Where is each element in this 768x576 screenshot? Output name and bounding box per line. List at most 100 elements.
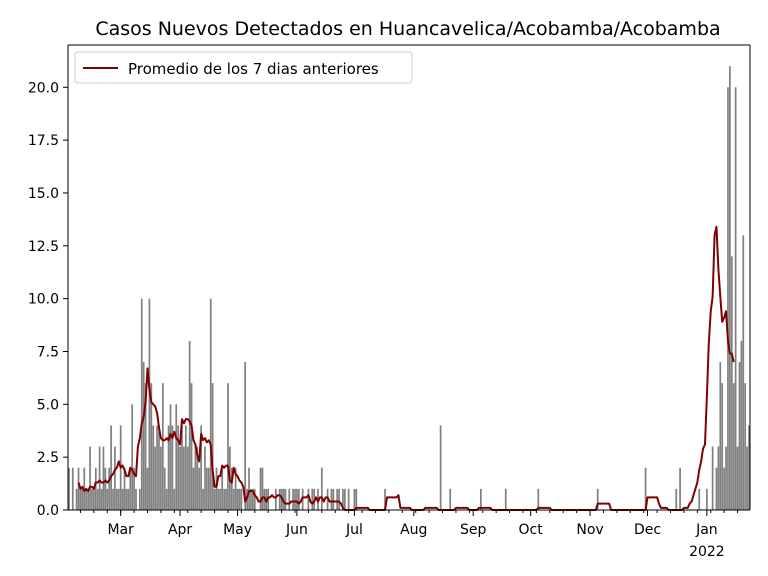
bar (140, 298, 143, 510)
x-tick-label: Jan (695, 522, 718, 538)
bar (93, 488, 95, 510)
legend: Promedio de los 7 dias anteriores (74, 51, 413, 84)
y-tick-label: 10.0 (28, 292, 59, 308)
bar (79, 488, 82, 510)
bar (320, 467, 323, 510)
bar (142, 362, 145, 510)
bar (100, 488, 103, 510)
x-tick-label: Jul (345, 522, 363, 538)
bar (148, 298, 151, 510)
x-tick-label: Mar (107, 522, 134, 538)
bar (156, 425, 158, 510)
bar (294, 488, 296, 510)
moving-average-line (77, 225, 735, 511)
bar (738, 362, 741, 510)
bar (75, 488, 78, 510)
bar (129, 467, 132, 510)
y-tick-label: 7.5 (37, 344, 59, 360)
bar (278, 488, 281, 510)
bar (723, 467, 725, 510)
bar (190, 383, 193, 510)
bar (223, 488, 225, 510)
bar (384, 488, 386, 510)
axes: 0.0 2.5 5.0 7.5 10.0 12.5 15.0 17.5 20.0 Mar Apr Ma… (28, 44, 751, 560)
bar (165, 488, 168, 510)
bar (167, 425, 170, 510)
bar (169, 404, 172, 510)
bar (117, 488, 120, 510)
bar (96, 488, 99, 510)
bar (307, 488, 310, 510)
bar (81, 488, 84, 510)
bar (284, 488, 287, 510)
bar (336, 488, 339, 510)
bar (133, 467, 135, 510)
bar (644, 467, 647, 510)
bar (188, 340, 191, 510)
bar (192, 467, 195, 510)
bar (261, 467, 264, 510)
bar (152, 425, 155, 510)
bar (288, 488, 291, 510)
bar (296, 488, 298, 510)
bar (715, 467, 718, 510)
bar (68, 467, 70, 510)
bar (721, 383, 724, 510)
chart-title: Casos Nuevos Detectados en Huancavelica/… (95, 18, 720, 40)
bar (131, 404, 134, 510)
bar (332, 488, 335, 510)
bar (211, 383, 214, 510)
bar (206, 467, 208, 510)
bar (163, 467, 166, 510)
x-tick-label: Nov (576, 522, 603, 538)
bar (225, 488, 227, 510)
bar (748, 425, 750, 510)
bar (679, 467, 681, 510)
bar (504, 488, 507, 510)
bar (479, 488, 482, 510)
bar (112, 488, 114, 510)
bar (729, 66, 731, 510)
bar (110, 425, 112, 510)
bar (698, 488, 701, 510)
bar (171, 425, 174, 510)
y-tick-label: 17.5 (28, 133, 59, 149)
x-tick-label: Sep (460, 522, 487, 538)
bar (123, 467, 126, 510)
bar (353, 488, 356, 510)
line-layer (77, 225, 735, 511)
bar (238, 488, 241, 510)
bar (343, 488, 346, 510)
bar (102, 446, 105, 510)
bar (449, 488, 452, 510)
bar (227, 383, 229, 510)
bar (725, 446, 727, 510)
bar (746, 446, 748, 510)
bar (240, 488, 243, 510)
y-tick-label: 15.0 (28, 186, 59, 202)
bar (91, 488, 93, 510)
x-tick-label: May (223, 522, 252, 538)
bar (196, 446, 199, 510)
bar (330, 488, 333, 510)
bar (202, 488, 204, 510)
y-tick-label: 12.5 (28, 239, 59, 255)
bar (717, 446, 720, 510)
bar (250, 488, 252, 510)
bar (121, 488, 124, 510)
bar (221, 467, 224, 510)
bar (161, 383, 164, 510)
bar (213, 488, 216, 510)
bar (244, 362, 247, 510)
bar (706, 488, 708, 510)
x-tick-label: Apr (168, 522, 192, 538)
bar (207, 467, 210, 510)
bar (311, 488, 314, 510)
bar (259, 467, 262, 510)
x-tick-label: Jun (285, 522, 308, 538)
bar (742, 235, 745, 511)
bar (173, 488, 176, 510)
bar (183, 446, 185, 510)
bar (232, 488, 235, 510)
bar (736, 446, 739, 510)
